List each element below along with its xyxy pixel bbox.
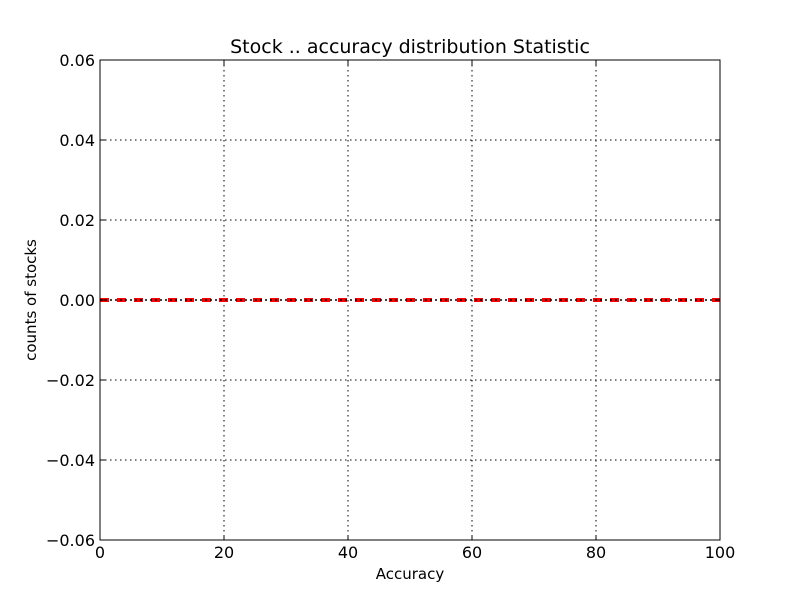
x-tick-label: 60 [462, 543, 482, 562]
y-tick-labels: 0.06 0.04 0.02 0.00 −0.02 −0.04 −0.06 [46, 51, 95, 550]
y-tick-label: 0.06 [59, 51, 95, 70]
chart-title: Stock .. accuracy distribution Statistic [230, 36, 590, 58]
x-tick-label: 100 [705, 543, 736, 562]
x-tick-labels: 0 20 40 60 80 100 [95, 543, 735, 562]
y-tick-label: −0.02 [46, 371, 95, 390]
x-tick-label: 20 [214, 543, 234, 562]
x-axis-label: Accuracy [376, 565, 445, 583]
x-tick-label: 80 [586, 543, 606, 562]
y-tick-label: −0.06 [46, 531, 95, 550]
y-tick-label: 0.02 [59, 211, 95, 230]
y-tick-label: 0.04 [59, 131, 95, 150]
x-tick-label: 40 [338, 543, 358, 562]
y-axis-label: counts of stocks [22, 239, 40, 361]
y-tick-label: 0.00 [59, 291, 95, 310]
tick-marks [99, 59, 721, 541]
y-tick-label: −0.04 [46, 451, 95, 470]
x-tick-label: 0 [95, 543, 105, 562]
